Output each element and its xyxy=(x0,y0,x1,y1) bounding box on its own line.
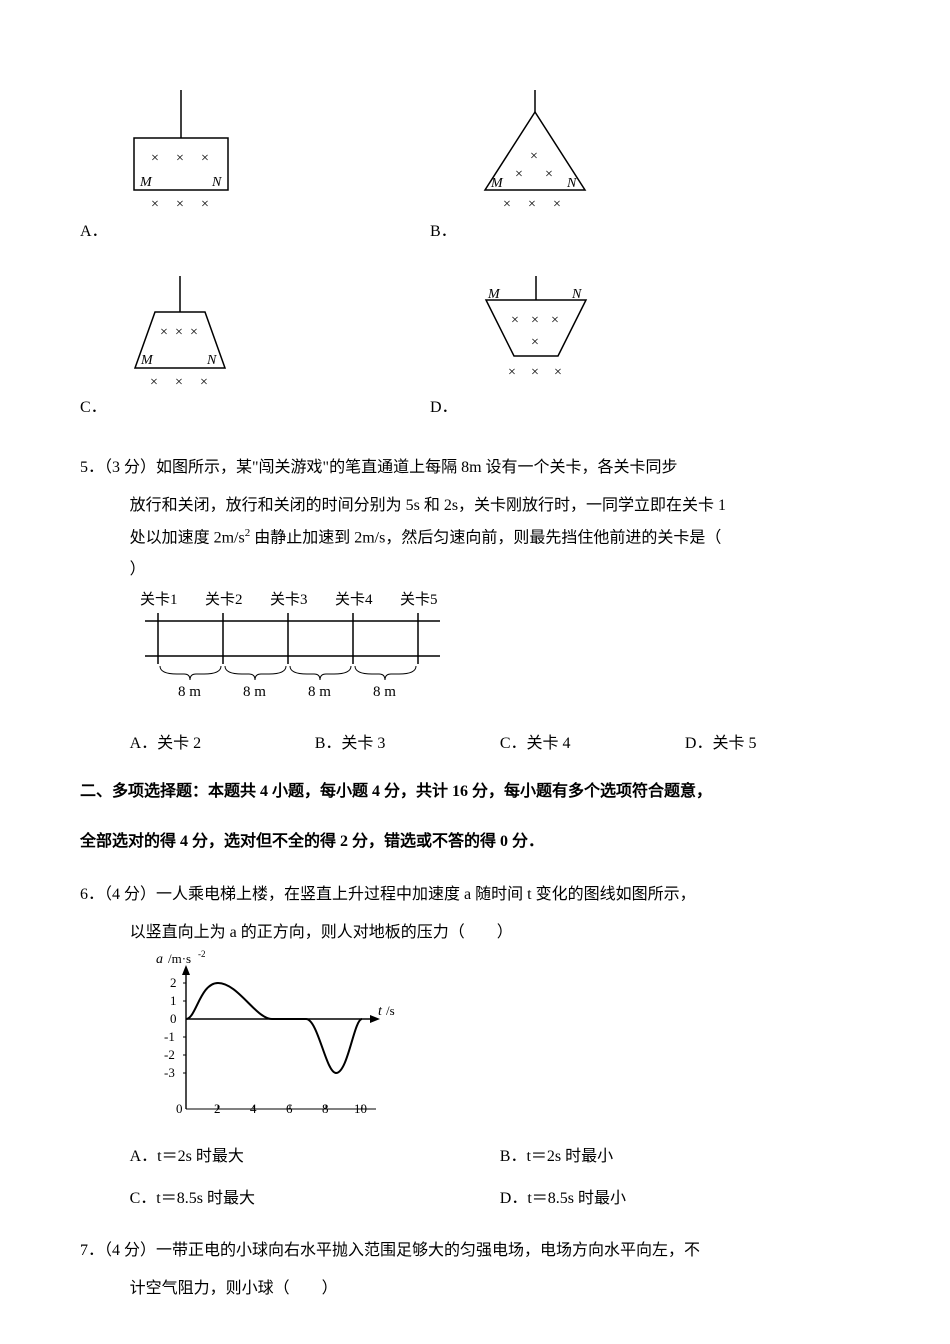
q7-l1: 一带正电的小球向右水平抛入范围足够大的匀强电场，电场方向水平向左，不 xyxy=(156,1242,700,1259)
figure-b: × ×× M N ××× xyxy=(465,90,605,252)
gate-figure: 关卡1 关卡2 关卡3 关卡4 关卡5 8 m 8 m 8 m 8 m xyxy=(80,586,870,718)
q5-l3a: 处以加速度 2m/s xyxy=(130,529,245,546)
question-5: 5．（3 分）如图所示，某"闯关游戏"的笔直通道上每隔 8m 设有一个关卡，各关… xyxy=(80,452,870,760)
svg-text:M: M xyxy=(490,176,504,191)
svg-text:8 m: 8 m xyxy=(308,684,331,700)
svg-text:-2: -2 xyxy=(164,1047,175,1062)
q6-l1: 一人乘电梯上楼，在竖直上升过程中加速度 a 随时间 t 变化的图线如图所示， xyxy=(156,886,696,903)
option-b-label: B． xyxy=(430,216,457,248)
svg-text:×: × xyxy=(551,313,559,328)
svg-text:×: × xyxy=(530,149,538,164)
svg-text:8 m: 8 m xyxy=(243,684,266,700)
q6-l2: 以竖直向上为 a 的正方向，则人对地板的压力（ ） xyxy=(80,917,870,949)
svg-text:-2: -2 xyxy=(198,949,206,959)
svg-text:M: M xyxy=(140,353,154,368)
svg-text:×: × xyxy=(160,325,168,340)
svg-text:×: × xyxy=(553,197,561,212)
q6-optA: A．t＝2s 时最大 xyxy=(130,1141,500,1173)
svg-text:N: N xyxy=(206,353,217,368)
svg-text:8 m: 8 m xyxy=(178,684,201,700)
q6-num: 6．（4 分） xyxy=(80,886,156,903)
figure-d: M N ××× × ××× xyxy=(466,276,606,428)
svg-text:N: N xyxy=(566,176,577,191)
svg-text:-3: -3 xyxy=(164,1065,175,1080)
svg-text:8 m: 8 m xyxy=(373,684,396,700)
svg-text:×: × xyxy=(176,197,184,212)
svg-text:×: × xyxy=(545,167,553,182)
q7-text: 7．（4 分）一带正电的小球向右水平抛入范围足够大的匀强电场，电场方向水平向左，… xyxy=(80,1235,870,1267)
q5-l3-wrap: 处以加速度 2m/s2 由静止加速到 2m/s，然后匀速向前，则最先挡住他前进的… xyxy=(80,522,870,554)
svg-text:×: × xyxy=(201,151,209,166)
svg-text:×: × xyxy=(190,325,198,340)
svg-text:0: 0 xyxy=(170,1011,177,1026)
section2-l2: 全部选对的得 4 分，选对但不全的得 2 分，错选或不答的得 0 分． xyxy=(80,824,870,859)
svg-text:×: × xyxy=(531,313,539,328)
svg-text:×: × xyxy=(531,335,539,350)
svg-text:2: 2 xyxy=(170,975,177,990)
svg-text:M: M xyxy=(139,175,153,190)
svg-text:关卡5: 关卡5 xyxy=(400,591,438,608)
q7-l2: 计空气阻力，则小球（ ） xyxy=(80,1273,870,1305)
q5-text: 5．（3 分）如图所示，某"闯关游戏"的笔直通道上每隔 8m 设有一个关卡，各关… xyxy=(80,452,870,484)
svg-text:×: × xyxy=(531,365,539,380)
svg-text:0: 0 xyxy=(176,1101,183,1116)
svg-text:×: × xyxy=(201,197,209,212)
svg-text:/m·s: /m·s xyxy=(168,951,191,966)
svg-text:×: × xyxy=(175,375,183,390)
fig-row-cd: C． × × × M N × × × D． M N × × × × × × × xyxy=(80,276,870,428)
q5-optC: C．关卡 4 xyxy=(500,728,685,760)
q5-l4: ） xyxy=(80,554,870,586)
q6-chart: a /m·s -2 t/s 2 1 0 -1 -2 -3 0 2 4 6 8 1… xyxy=(96,949,870,1131)
option-c-label: C． xyxy=(80,392,107,424)
q7-num: 7．（4 分） xyxy=(80,1242,156,1259)
svg-text:×: × xyxy=(176,151,184,166)
figure-a: × × × M N × × × xyxy=(116,90,246,252)
svg-text:×: × xyxy=(150,375,158,390)
fig-row-ab: A． ××× M N ××× B． × ×× M N ××× xyxy=(80,90,870,252)
question-7: 7．（4 分）一带正电的小球向右水平抛入范围足够大的匀强电场，电场方向水平向左，… xyxy=(80,1235,870,1305)
svg-text:关卡3: 关卡3 xyxy=(270,591,308,608)
q5-l2: 放行和关闭，放行和关闭的时间分别为 5s 和 2s，关卡刚放行时，一同学立即在关… xyxy=(80,490,870,522)
svg-text:t: t xyxy=(378,1004,383,1019)
svg-text:关卡4: 关卡4 xyxy=(335,591,373,608)
svg-text:-1: -1 xyxy=(164,1029,175,1044)
svg-text:a: a xyxy=(156,952,163,967)
q6-optC: C．t＝8.5s 时最大 xyxy=(130,1183,500,1215)
svg-text:×: × xyxy=(151,197,159,212)
svg-text:×: × xyxy=(175,325,183,340)
svg-text:×: × xyxy=(511,313,519,328)
q6-optD: D．t＝8.5s 时最小 xyxy=(500,1183,870,1215)
q6-text: 6．（4 分）一人乘电梯上楼，在竖直上升过程中加速度 a 随时间 t 变化的图线… xyxy=(80,879,870,911)
svg-text:×: × xyxy=(508,365,516,380)
q6-options-2: C．t＝8.5s 时最大 D．t＝8.5s 时最小 xyxy=(80,1183,870,1215)
svg-text:×: × xyxy=(151,151,159,166)
svg-text:×: × xyxy=(554,365,562,380)
svg-text:×: × xyxy=(528,197,536,212)
q5-optD: D．关卡 5 xyxy=(685,728,870,760)
svg-text:N: N xyxy=(211,175,222,190)
q5-optA: A．关卡 2 xyxy=(130,728,315,760)
section2-l1: 二、多项选择题：本题共 4 小题，每小题 4 分，共计 16 分，每小题有多个选… xyxy=(80,774,870,809)
q5-options: A．关卡 2 B．关卡 3 C．关卡 4 D．关卡 5 xyxy=(80,728,870,760)
svg-text:关卡1: 关卡1 xyxy=(140,591,178,608)
q5-optB: B．关卡 3 xyxy=(315,728,500,760)
option-d-label: D． xyxy=(430,392,458,424)
svg-text:×: × xyxy=(200,375,208,390)
svg-text:×: × xyxy=(503,197,511,212)
q6-optB: B．t＝2s 时最小 xyxy=(500,1141,870,1173)
svg-text:关卡2: 关卡2 xyxy=(205,591,243,608)
svg-text:/s: /s xyxy=(386,1003,395,1018)
option-a-label: A． xyxy=(80,216,108,248)
question-6: 6．（4 分）一人乘电梯上楼，在竖直上升过程中加速度 a 随时间 t 变化的图线… xyxy=(80,879,870,1215)
q6-options-1: A．t＝2s 时最大 B．t＝2s 时最小 xyxy=(80,1141,870,1173)
figure-c: × × × M N × × × xyxy=(115,276,245,428)
q5-num: 5．（3 分） xyxy=(80,459,156,476)
svg-text:1: 1 xyxy=(170,993,177,1008)
q5-l3b: 由静止加速到 2m/s，然后匀速向前，则最先挡住他前进的关卡是（ xyxy=(250,529,737,546)
svg-text:×: × xyxy=(515,167,523,182)
q5-l1: 如图所示，某"闯关游戏"的笔直通道上每隔 8m 设有一个关卡，各关卡同步 xyxy=(156,459,678,476)
